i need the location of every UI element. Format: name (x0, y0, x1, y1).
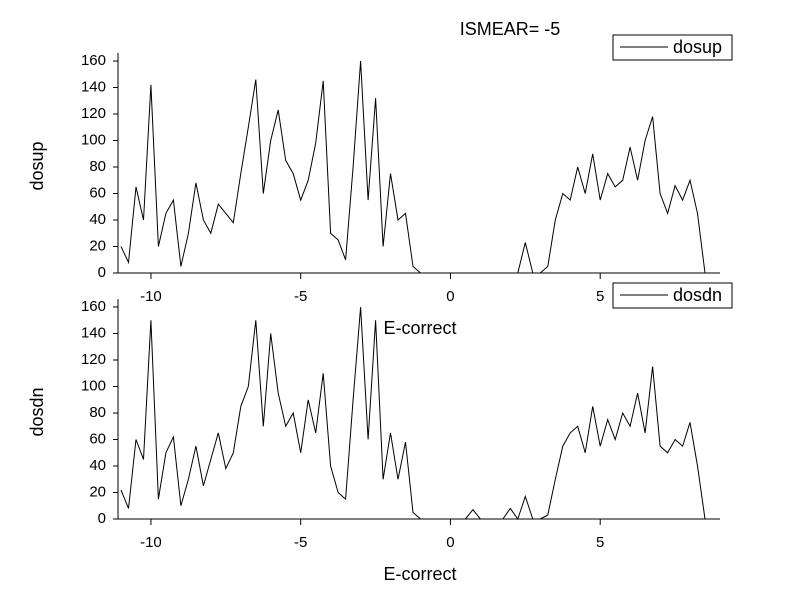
y-tick-label: 160 (81, 298, 106, 315)
y-tick-label: 60 (89, 430, 106, 447)
data-line (120, 306, 706, 521)
legend-label: dosup (673, 37, 722, 57)
x-tick-label: 5 (596, 288, 604, 305)
y-tick-label: 120 (81, 351, 106, 368)
y-tick-label: 20 (89, 483, 106, 500)
y-tick-label: 80 (89, 158, 106, 175)
y-tick-label: 140 (81, 324, 106, 341)
y-tick-label: 120 (81, 105, 106, 122)
y-tick-label: 40 (89, 457, 106, 474)
x-tick-label: -10 (140, 534, 162, 551)
y-tick-label: 100 (81, 131, 106, 148)
y-tick-label: 0 (98, 264, 106, 281)
chart-title: ISMEAR= -5 (460, 19, 561, 39)
x-tick-label: -10 (140, 288, 162, 305)
x-tick-label: -5 (294, 288, 307, 305)
y-tick-label: 0 (98, 510, 106, 527)
y-tick-label: 40 (89, 211, 106, 228)
x-tick-label: 0 (446, 288, 454, 305)
x-tick-label: 0 (446, 534, 454, 551)
legend-label: dosdn (673, 285, 722, 305)
x-tick-label: 5 (596, 534, 604, 551)
y-tick-label: 80 (89, 404, 106, 421)
y-tick-label: 100 (81, 377, 106, 394)
y-axis-label: dosdn (27, 387, 47, 436)
x-axis-label: E-correct (383, 318, 456, 338)
x-tick-label: -5 (294, 534, 307, 551)
y-tick-label: 160 (81, 52, 106, 69)
legend-box (612, 282, 733, 309)
y-tick-label: 20 (89, 237, 106, 254)
x-axis-label: E-correct (383, 564, 456, 584)
data-line (120, 60, 706, 274)
y-axis-label: dosup (27, 141, 47, 190)
y-tick-label: 140 (81, 78, 106, 95)
y-tick-label: 60 (89, 184, 106, 201)
